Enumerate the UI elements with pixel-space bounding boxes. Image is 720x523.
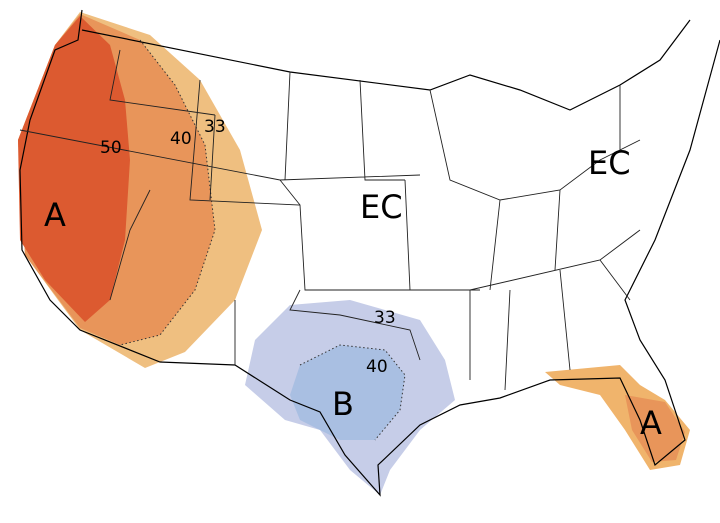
region-label: A	[640, 404, 662, 442]
region-label: B	[332, 385, 354, 423]
region-label: A	[44, 196, 66, 234]
state-lines	[19, 49, 641, 391]
contour-label: 40	[170, 129, 192, 149]
region-label: EC	[588, 144, 631, 182]
west-50-region	[18, 16, 130, 322]
border-line	[81, 19, 691, 111]
contour-line	[299, 344, 406, 441]
contour-label: 33	[204, 117, 226, 137]
contour-label: 40	[366, 357, 388, 377]
contour-label: 50	[100, 138, 122, 158]
contour-line	[119, 39, 216, 346]
contour-label: 33	[374, 308, 396, 328]
florida-inner-region	[625, 395, 685, 462]
region-label: EC	[360, 188, 403, 226]
south-40-region	[290, 345, 405, 440]
country-outline	[19, 9, 720, 497]
